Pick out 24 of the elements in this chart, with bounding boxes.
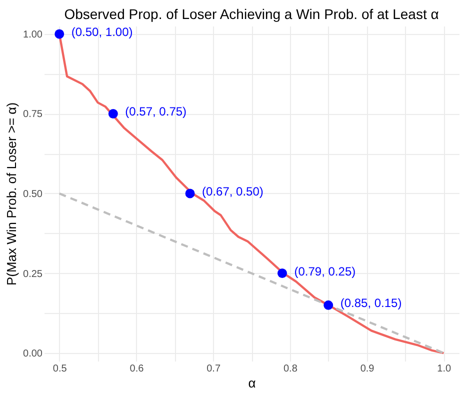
x-tick-label: 0.9 [360,364,375,374]
data-label: (0.85, 0.15) [340,296,402,310]
y-tick-label: 1.00 [23,29,43,40]
x-tick-label: 0.8 [283,364,298,374]
y-axis-title: P(Max Win Prob. of Loser >= α) [4,102,20,286]
x-axis-title: α [248,376,256,390]
point [108,109,118,118]
data-label: (0.50, 1.00) [71,24,133,39]
point [185,188,195,198]
y-tick-label: 0.00 [23,348,43,360]
y-tick-label: 0.25 [23,268,43,280]
data-label: (0.67, 0.50) [202,184,264,198]
x-tick-label: 0.5 [52,364,68,374]
chart-title: Observed Prop. of Loser Achieving a Win Prob. of at Least α [64,6,439,22]
point [324,300,334,310]
x-tick-label: 0.7 [206,364,221,374]
point [278,268,287,278]
x-tick-label: 0.6 [130,364,144,374]
data-label: (0.79, 0.25) [294,264,356,278]
point [54,29,64,39]
y-tick-label: 0.50 [23,189,43,200]
y-tick-label: 0.75 [23,109,43,120]
x-tick-label: 1.0 [437,364,452,374]
data-label: (0.57, 0.75) [125,104,187,119]
